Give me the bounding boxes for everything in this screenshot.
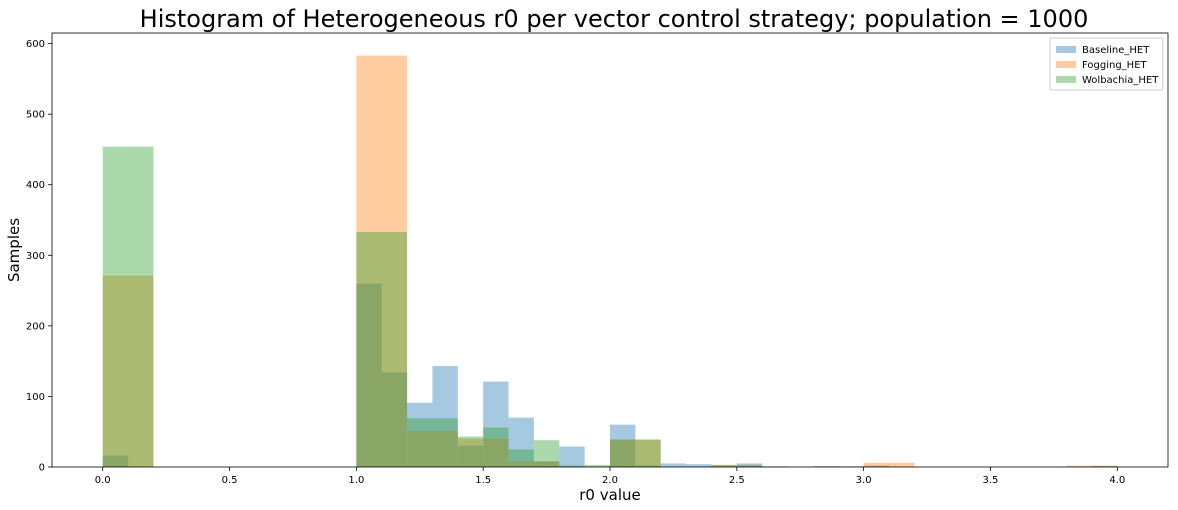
- x-tick-label: 4.0: [1109, 475, 1125, 486]
- histogram-bar: [635, 465, 661, 467]
- legend-swatch: [1056, 46, 1076, 53]
- histogram-bar: [736, 465, 763, 467]
- plot-frame: [51, 32, 1169, 468]
- legend-swatch: [1056, 76, 1076, 83]
- histogram-bar: [457, 438, 509, 467]
- histogram-bar: [863, 465, 889, 467]
- histogram-bar: [610, 424, 636, 467]
- legend-box: [1049, 37, 1164, 91]
- histogram-bar: [356, 232, 408, 467]
- histogram-bar: [711, 464, 737, 467]
- axes-group: 0.0 0.5 1.0 1.5 2.0 2.5 3.0 3.5 4.0 0 100 200 300 400…: [26, 32, 1169, 486]
- legend-label: Wolbachia_HET: [1082, 75, 1159, 86]
- histogram-bar: [610, 439, 636, 467]
- histogram-bar: [508, 417, 534, 467]
- chart-title: Histogram of Heterogeneous r0 per vector…: [140, 5, 1089, 33]
- x-tick-label: 0.0: [95, 475, 111, 486]
- y-tick-label: 200: [26, 321, 45, 332]
- x-tick-label: 2.5: [729, 475, 745, 486]
- histogram-bar: [533, 461, 560, 467]
- x-tick-label: 1.0: [348, 475, 364, 486]
- histogram-bar: [736, 463, 763, 467]
- histogram-bar: [610, 439, 661, 467]
- y-tick-label: 500: [26, 110, 45, 121]
- histogram-bar: [533, 440, 560, 467]
- histogram-bar: [407, 418, 458, 467]
- histogram-bar: [508, 461, 560, 467]
- y-tick-label: 400: [26, 180, 45, 191]
- y-tick-label: 100: [26, 392, 45, 403]
- histogram-bar: [102, 455, 129, 467]
- legend-label: Baseline_HET: [1082, 45, 1150, 56]
- x-tick-label: 3.5: [983, 475, 999, 486]
- histogram-bar: [635, 439, 661, 467]
- histogram-bar: [407, 402, 433, 467]
- histogram-bar: [356, 55, 408, 467]
- histogram-bar: [1066, 465, 1118, 467]
- x-tick-label: 0.5: [222, 475, 238, 486]
- histogram-bar: [559, 465, 585, 467]
- histogram-bar: [508, 449, 534, 467]
- y-tick-label: 0: [39, 463, 45, 474]
- bars-group: [102, 55, 1118, 467]
- histogram-bar: [407, 431, 458, 467]
- x-tick-label: 1.5: [475, 475, 491, 486]
- histogram-bar: [711, 464, 763, 467]
- histogram-bar: [686, 464, 712, 467]
- histogram-bar: [559, 446, 585, 467]
- y-tick-label: 300: [26, 251, 45, 262]
- histogram-bar: [102, 146, 154, 467]
- y-axis-label: Samples: [5, 218, 23, 282]
- histogram-bar: [457, 436, 484, 467]
- x-tick-label: 3.0: [856, 475, 872, 486]
- x-axis-label: r0 value: [579, 486, 640, 504]
- legend-label: Fogging_HET: [1082, 60, 1148, 71]
- y-tick-label: 600: [26, 39, 45, 50]
- histogram-bar: [483, 427, 509, 467]
- histogram-bar: [584, 464, 610, 467]
- histogram-bar: [102, 275, 154, 467]
- x-tick-label: 2.0: [602, 475, 618, 486]
- histogram-bar: [432, 366, 458, 467]
- legend-swatch: [1056, 61, 1076, 68]
- legend: Baseline_HET Fogging_HET Wolbachia_HET: [1049, 37, 1164, 91]
- histogram-bar: [356, 283, 382, 467]
- histogram-bar: [457, 445, 484, 467]
- histogram-bar: [381, 372, 408, 467]
- histogram-bar: [483, 381, 509, 467]
- histogram-bar: [660, 463, 687, 467]
- histogram-bar: [863, 462, 915, 467]
